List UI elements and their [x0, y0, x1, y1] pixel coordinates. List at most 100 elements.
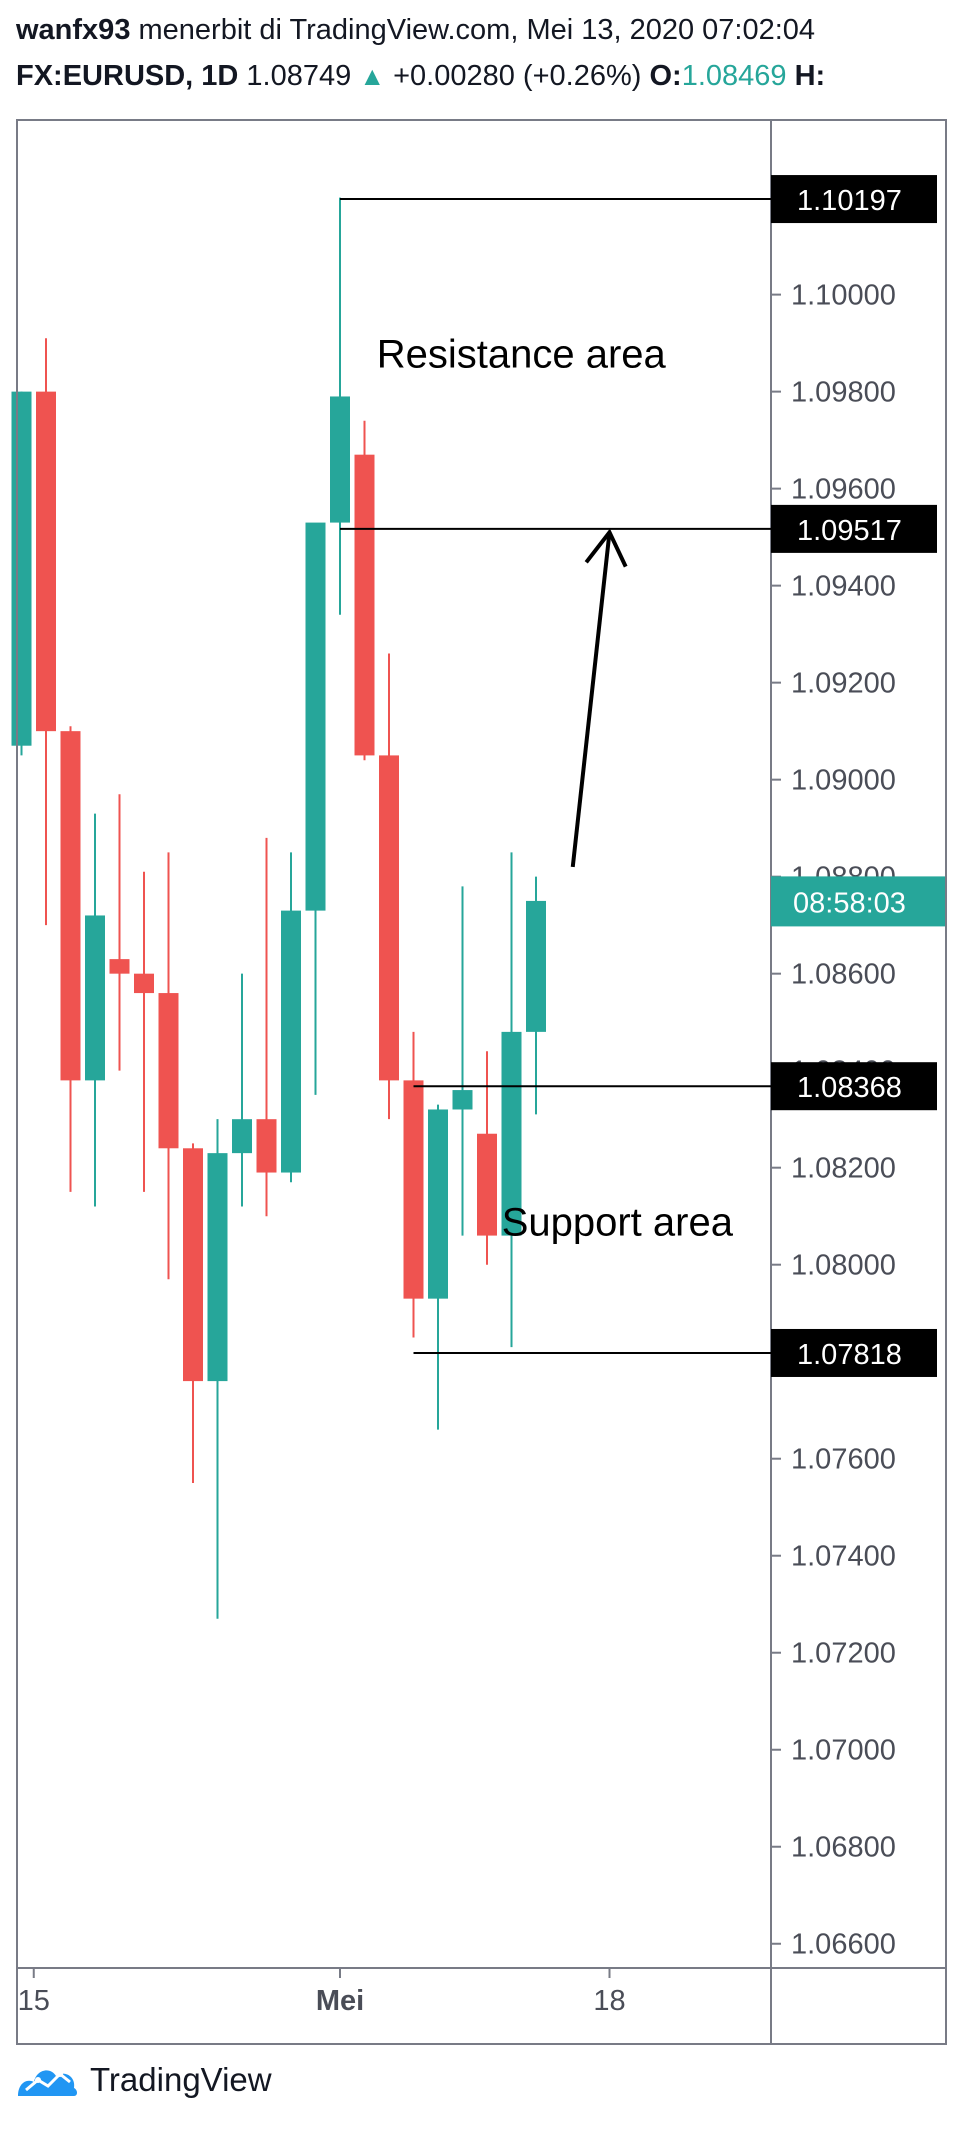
candle[interactable] — [11, 391, 32, 756]
candle[interactable] — [403, 1031, 424, 1338]
candle[interactable] — [330, 197, 350, 615]
candle-body — [452, 1090, 473, 1110]
high-label: H: — [794, 60, 826, 92]
last-price: 1.08749 — [246, 60, 352, 92]
candle[interactable] — [85, 813, 105, 1207]
candle-body — [85, 915, 105, 1081]
price-axis[interactable]: 1.06600 1.06800 1.07000 1.07200 1.07400 1.076… — [771, 280, 896, 1961]
y-tick-label: 1.07400 — [791, 1541, 896, 1573]
y-tick-label: 1.09200 — [791, 668, 896, 700]
candle-body — [256, 1119, 277, 1173]
candle-body — [36, 391, 56, 732]
candle-body — [158, 993, 179, 1149]
y-tick-label: 1.08600 — [791, 959, 896, 991]
price-label[interactable]: 1.07818 — [771, 1328, 937, 1377]
symbol-name[interactable]: FX:EURUSD, 1D — [16, 60, 239, 92]
candle-body — [183, 1148, 203, 1382]
candle[interactable] — [158, 852, 179, 1280]
candle[interactable] — [379, 653, 399, 1120]
annotation-text[interactable]: Support area — [502, 1201, 734, 1245]
footer-brand[interactable]: TradingView — [16, 2060, 272, 2100]
candle[interactable] — [109, 794, 130, 1071]
candle-body — [403, 1080, 424, 1299]
y-tick-label: 1.06800 — [791, 1832, 896, 1864]
candle[interactable] — [452, 886, 473, 1236]
candle[interactable] — [501, 852, 522, 1348]
countdown-text: 08:58:03 — [793, 887, 906, 919]
price-change: +0.00280 (+0.26%) — [393, 60, 642, 92]
arrow-head — [584, 528, 628, 568]
candle[interactable] — [207, 1119, 228, 1619]
price-label[interactable]: 1.08368 — [771, 1062, 937, 1111]
open-value: 1.08469 — [681, 60, 787, 92]
candle-body — [134, 973, 154, 994]
candle[interactable] — [354, 420, 375, 761]
candle-body — [305, 522, 326, 911]
candlestick-chart[interactable]: 1.06600 1.06800 1.07000 1.07200 1.07400 1.076… — [0, 0, 964, 2050]
y-tick-label: 1.09400 — [791, 571, 896, 603]
published-info: menerbit di TradingView.com, Mei 13, 202… — [138, 14, 816, 46]
candle[interactable] — [134, 871, 154, 1192]
y-tick-label: 1.07200 — [791, 1638, 896, 1670]
price-label-bg — [771, 175, 937, 224]
candle[interactable] — [36, 338, 56, 926]
candle-body — [207, 1153, 228, 1382]
tradingview-logo-icon — [18, 2070, 77, 2096]
price-label-text: 1.09517 — [797, 515, 902, 547]
countdown-label: 08:58:03 — [771, 876, 945, 927]
candle-body — [379, 755, 399, 1081]
countdown-bg — [771, 876, 945, 927]
y-tick-label: 1.06600 — [791, 1929, 896, 1961]
candle[interactable] — [428, 1104, 448, 1430]
candle[interactable] — [60, 726, 81, 1192]
candle[interactable] — [305, 522, 326, 1095]
arrow-shaft — [570, 532, 612, 868]
footer-brand-text: TradingView — [90, 2061, 272, 2098]
chart-header-line-1: wanfx93 menerbit di TradingView.com, Mei… — [16, 14, 815, 47]
candle[interactable] — [232, 973, 252, 1207]
price-label[interactable]: 1.09517 — [771, 504, 937, 553]
up-triangle-icon: ▲ — [359, 61, 386, 91]
candle-body — [11, 391, 32, 746]
candle-body — [428, 1109, 448, 1299]
candles-layer — [11, 197, 546, 1619]
open-label: O: — [649, 60, 682, 92]
arrow-drawing[interactable] — [570, 528, 628, 868]
y-tick-label: 1.09000 — [791, 765, 896, 797]
annotation-text[interactable]: Resistance area — [377, 332, 667, 376]
candle-body — [281, 910, 301, 1173]
y-tick-label: 1.09600 — [791, 474, 896, 506]
price-label-text: 1.08368 — [797, 1072, 902, 1104]
x-tick-label: 18 — [593, 1985, 625, 2017]
candle-body — [354, 454, 375, 756]
candle-body — [526, 900, 546, 1032]
price-label-text: 1.07818 — [797, 1339, 902, 1371]
price-label-text: 1.10197 — [797, 185, 902, 217]
candle[interactable] — [256, 837, 277, 1217]
x-tick-label: Mei — [316, 1985, 364, 2017]
price-label[interactable]: 1.10197 — [771, 175, 937, 224]
candle-body — [477, 1133, 497, 1236]
candle-body — [232, 1119, 252, 1154]
frame-border — [16, 119, 947, 2045]
candle[interactable] — [477, 1051, 497, 1265]
candle[interactable] — [281, 852, 301, 1183]
y-tick-label: 1.07000 — [791, 1735, 896, 1767]
candle[interactable] — [183, 1143, 203, 1483]
candle-body — [501, 1031, 522, 1236]
y-tick-label: 1.10000 — [791, 280, 896, 312]
author-name[interactable]: wanfx93 — [16, 14, 131, 46]
y-tick-label: 1.08200 — [791, 1153, 896, 1185]
candle[interactable] — [526, 876, 546, 1115]
candle-body — [60, 731, 81, 1081]
chart-header-line-2: FX:EURUSD, 1D 1.08749 ▲ +0.00280 (+0.26%… — [16, 60, 825, 93]
price-label-bg — [771, 1328, 937, 1377]
price-label-bg — [771, 504, 937, 553]
drawings-layer: 1.10197 1.09517 1.08368 1.07818 08:58:03 Resi… — [340, 175, 945, 1377]
price-label-bg — [771, 1062, 937, 1111]
candle-body — [330, 396, 350, 523]
y-tick-label: 1.07600 — [791, 1444, 896, 1476]
y-tick-label: 1.09800 — [791, 377, 896, 409]
candle-body — [109, 959, 130, 974]
time-axis[interactable]: 15 Mei 18 — [18, 1968, 626, 2017]
